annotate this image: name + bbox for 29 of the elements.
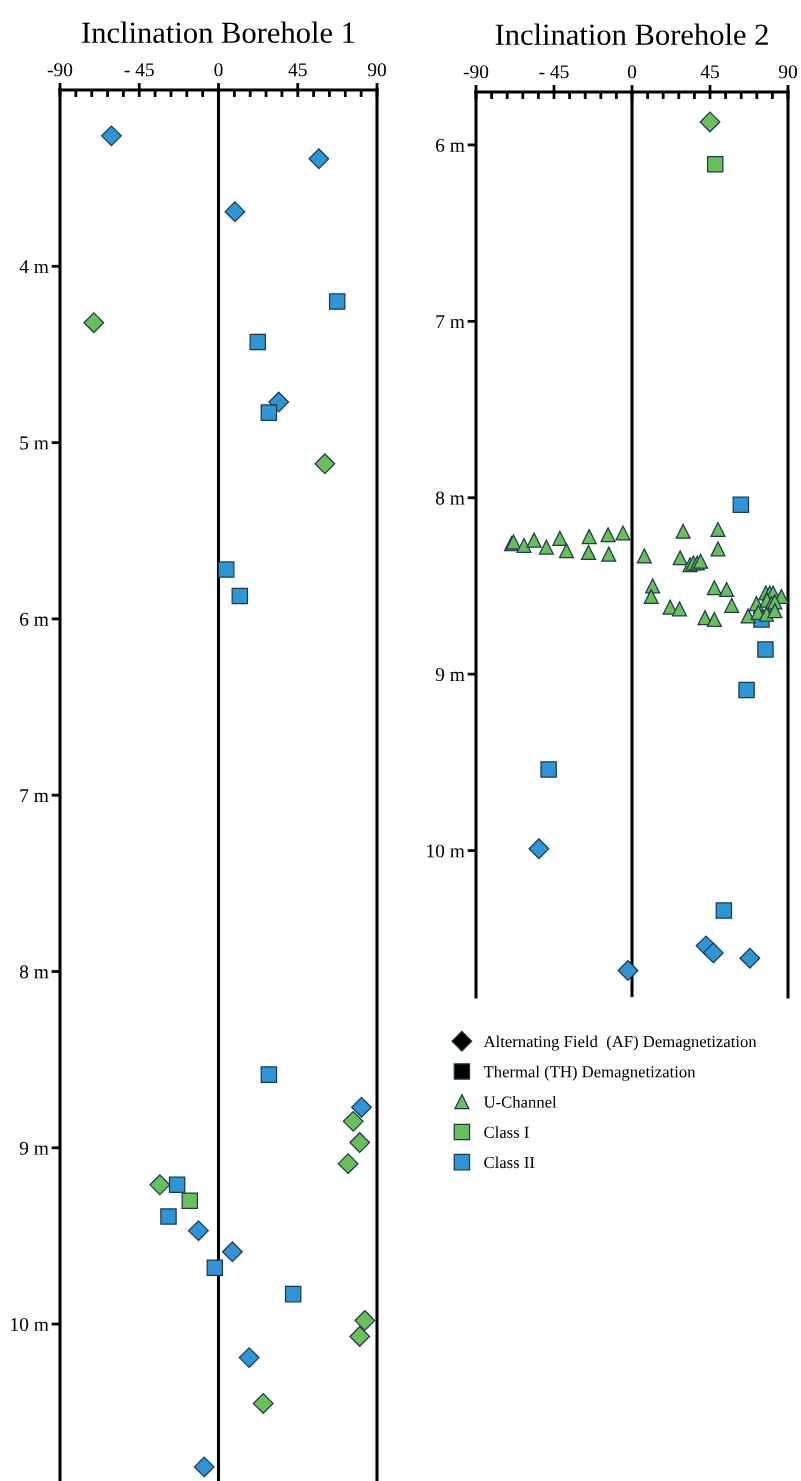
x-tick-label: 45 bbox=[288, 63, 307, 77]
legend-label: U-Channel bbox=[483, 1095, 557, 1108]
x-tick-label: 0 bbox=[214, 63, 223, 77]
y-tick-label: 8 m bbox=[19, 965, 49, 979]
y-tick-label: 6 m bbox=[436, 138, 465, 152]
y-tick-label: 10 m bbox=[11, 1317, 49, 1332]
y-tick-label: 8 m bbox=[435, 491, 465, 505]
x-tick-label: - 45 bbox=[124, 63, 154, 77]
x-tick-label: 90 bbox=[778, 65, 797, 79]
x-tick-label: - 45 bbox=[539, 65, 569, 79]
chart-title: Inclination Borehole 2 bbox=[495, 23, 768, 46]
y-tick-label: 9 m bbox=[19, 1141, 49, 1155]
y-tick-label: 7 m bbox=[436, 315, 465, 329]
legend-label: Thermal (TH) Demagnetization bbox=[483, 1065, 696, 1081]
chart-title: Inclination Borehole 1 bbox=[82, 21, 355, 44]
legend-label: Class I bbox=[484, 1126, 529, 1138]
legend-label: Alternating Field (AF) Demagnetization bbox=[483, 1035, 757, 1051]
y-tick-label: 10 m bbox=[427, 844, 465, 858]
y-tick-label: 4 m bbox=[19, 260, 49, 274]
x-tick-label: -90 bbox=[463, 65, 489, 79]
x-tick-label: 0 bbox=[627, 65, 637, 79]
y-tick-label: 5 m bbox=[20, 436, 49, 450]
x-tick-label: 45 bbox=[700, 65, 719, 79]
y-tick-label: 7 m bbox=[20, 789, 49, 802]
y-tick-label: 6 m bbox=[20, 612, 49, 626]
legend-label: Class II bbox=[484, 1156, 535, 1169]
x-tick-label: 90 bbox=[367, 63, 386, 77]
x-tick-label: -90 bbox=[47, 63, 73, 77]
y-tick-label: 9 m bbox=[435, 668, 465, 682]
